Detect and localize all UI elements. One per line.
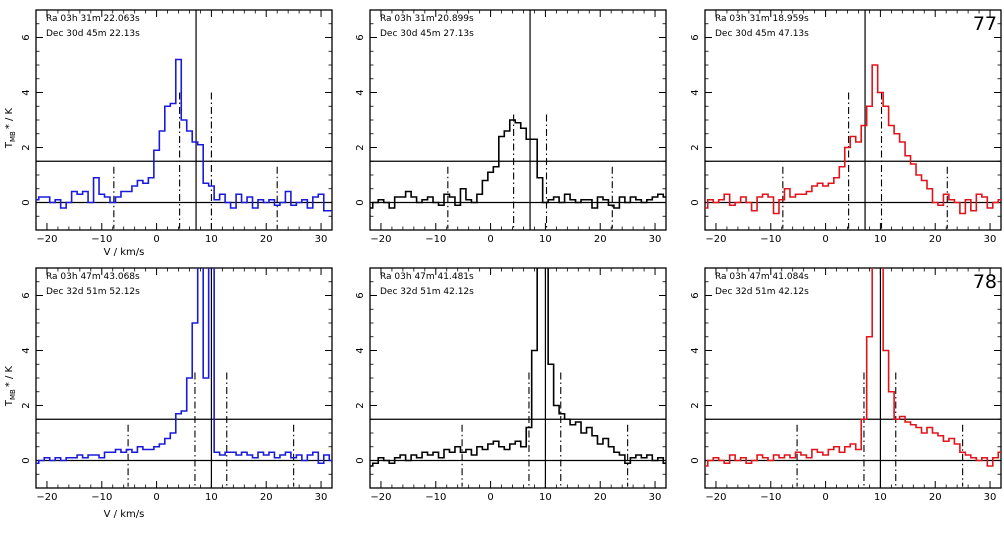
x-tick-label: 20 (929, 234, 942, 245)
y-tick-label: 0 (355, 199, 366, 205)
y-axis-label: TMB * / K (4, 107, 17, 149)
y-axis-label-rest: * / K (4, 365, 15, 387)
x-tick-label: 10 (205, 234, 218, 245)
y-tick-label: 2 (690, 144, 701, 150)
x-tick-label: −10 (91, 492, 112, 503)
x-tick-label: −10 (760, 234, 781, 245)
x-tick-label: 10 (205, 492, 218, 503)
y-axis-label-main: T (4, 399, 15, 407)
y-tick-label: 0 (690, 457, 701, 463)
x-tick-label: −10 (760, 492, 781, 503)
x-tick-label: −20 (36, 492, 57, 503)
x-tick-label: 0 (487, 492, 493, 503)
ra-label: Ra 03h 31m 20.899s (380, 14, 474, 24)
y-tick-label: 4 (21, 347, 32, 353)
spectrum-panel-2: −20 −10 0 10 20 30 0 2 4 6 Ra 03h 31m 20.899s Dec 3… (355, 9, 667, 245)
x-tick-label: 10 (539, 492, 552, 503)
dec-label: Dec 30d 45m 22.13s (46, 29, 140, 39)
y-tick-label: 2 (355, 402, 366, 408)
spectrum-series (370, 268, 666, 467)
x-tick-label: 10 (874, 492, 887, 503)
dec-label: Dec 30d 45m 27.13s (380, 29, 474, 39)
x-tick-label: 30 (984, 492, 997, 503)
x-tick-label: −20 (370, 492, 391, 503)
spectrum-panel-5: −20 −10 0 10 20 30 0 2 4 6 Ra 03h 47m 41.481s Dec 3… (355, 267, 667, 503)
x-tick-label: 30 (315, 234, 328, 245)
spectrum-panel-3: −20 −10 0 10 20 30 0 2 4 6 Ra 03h 31m 18.959s Dec 3… (690, 9, 1002, 245)
y-tick-label: 6 (21, 34, 32, 40)
y-tick-label: 2 (690, 402, 701, 408)
panel-number: 78 (973, 271, 997, 293)
spectrum-panel-1: −20 −10 0 10 20 30 0 2 4 6 Ra 03h 31m 22.063s Dec 3… (4, 9, 333, 258)
x-tick-label: −20 (705, 492, 726, 503)
y-tick-label: 0 (690, 199, 701, 205)
y-tick-label: 4 (355, 347, 366, 353)
y-tick-label: 4 (690, 89, 701, 95)
x-tick-label: 10 (874, 234, 887, 245)
y-tick-label: 6 (355, 34, 366, 40)
spectrum-series (705, 268, 1001, 467)
x-tick-label: −10 (425, 492, 446, 503)
plot-frame (704, 9, 1002, 231)
y-axis-label-rest: * / K (4, 107, 15, 129)
x-axis-label: V / km/s (104, 247, 145, 258)
y-tick-label: 6 (21, 292, 32, 298)
y-tick-label: 2 (21, 402, 32, 408)
y-tick-label: 4 (690, 347, 701, 353)
x-tick-label: −20 (705, 234, 726, 245)
x-tick-label: −10 (425, 234, 446, 245)
x-tick-label: 30 (649, 234, 662, 245)
ra-label: Ra 03h 47m 41.084s (715, 272, 809, 282)
x-tick-label: 10 (539, 234, 552, 245)
ra-label: Ra 03h 31m 18.959s (715, 14, 809, 24)
y-axis-label-sub: MB (9, 389, 17, 400)
spectrum-panel-4: −20 −10 0 10 20 30 0 2 4 6 Ra 03h 47m 43.068s Dec 3… (4, 267, 333, 520)
x-tick-label: −20 (370, 234, 391, 245)
x-tick-label: 20 (260, 234, 273, 245)
plot-frame (704, 267, 1002, 489)
spectrum-series (370, 119, 666, 209)
x-tick-label: 30 (649, 492, 662, 503)
dec-label: Dec 32d 51m 42.12s (715, 287, 809, 297)
dec-label: Dec 32d 51m 42.12s (380, 287, 474, 297)
x-tick-label: 20 (260, 492, 273, 503)
ra-label: Ra 03h 47m 43.068s (46, 272, 140, 282)
y-tick-label: 0 (355, 457, 366, 463)
ra-label: Ra 03h 31m 22.063s (46, 14, 140, 24)
spectrum-series (36, 58, 332, 212)
x-axis-label: V / km/s (104, 509, 145, 520)
y-axis-label-main: T (4, 141, 15, 149)
spectrum-series (705, 64, 1001, 215)
spectrum-series (36, 268, 332, 465)
x-tick-label: 0 (153, 492, 159, 503)
x-tick-label: 0 (822, 234, 828, 245)
x-tick-label: −20 (36, 234, 57, 245)
y-tick-label: 6 (690, 292, 701, 298)
y-tick-label: 2 (21, 144, 32, 150)
x-tick-label: 30 (984, 234, 997, 245)
y-tick-label: 6 (355, 292, 366, 298)
x-tick-label: 20 (594, 492, 607, 503)
y-axis-label-sub: MB (9, 131, 17, 142)
x-tick-label: 20 (929, 492, 942, 503)
y-tick-label: 2 (355, 144, 366, 150)
ra-label: Ra 03h 47m 41.481s (380, 272, 474, 282)
y-tick-label: 4 (355, 89, 366, 95)
y-tick-label: 0 (21, 199, 32, 205)
x-tick-label: 0 (822, 492, 828, 503)
dec-label: Dec 30d 45m 47.13s (715, 29, 809, 39)
x-tick-label: −10 (91, 234, 112, 245)
x-tick-label: 30 (315, 492, 328, 503)
y-axis-label: TMB * / K (4, 365, 17, 407)
x-tick-label: 0 (487, 234, 493, 245)
dec-label: Dec 32d 51m 52.12s (46, 287, 140, 297)
spectrum-panel-6: −20 −10 0 10 20 30 0 2 4 6 Ra 03h 47m 41.084s Dec 3… (690, 267, 1002, 503)
y-tick-label: 4 (21, 89, 32, 95)
y-tick-label: 6 (690, 34, 701, 40)
x-tick-label: 20 (594, 234, 607, 245)
x-tick-label: 0 (153, 234, 159, 245)
y-tick-label: 0 (21, 457, 32, 463)
panel-number: 77 (973, 13, 997, 35)
